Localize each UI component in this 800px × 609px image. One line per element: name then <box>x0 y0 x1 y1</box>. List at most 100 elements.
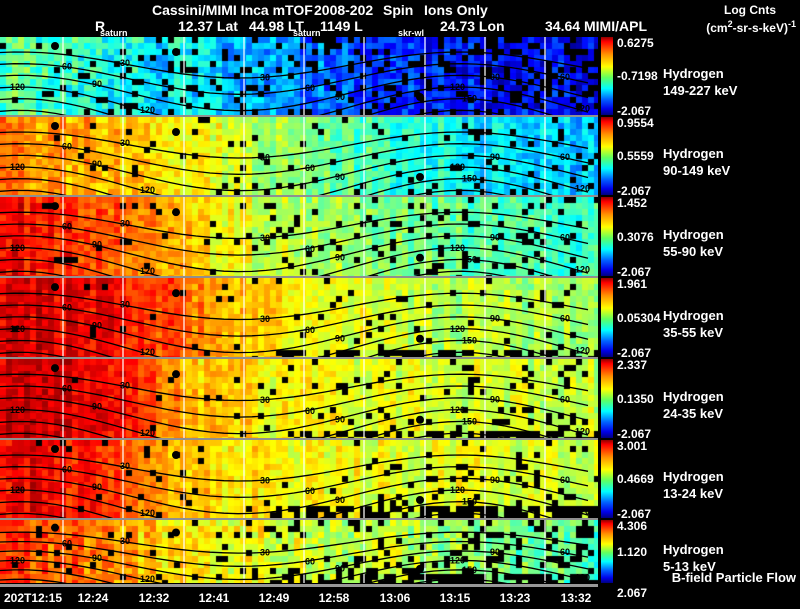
ions-only-label: Ions Only <box>424 2 488 18</box>
contour-label: 60 <box>305 163 315 173</box>
contour-label: 90 <box>490 475 500 485</box>
marker-dot <box>172 48 180 56</box>
panel-separator <box>0 438 598 440</box>
contour-label: 60 <box>305 244 315 254</box>
contour-label: 120 <box>575 573 590 583</box>
contour-label: 60 <box>305 83 315 93</box>
colorbar-bottom-value: -2.067 <box>617 265 652 279</box>
units-part: -sr-s-keV) <box>732 21 788 35</box>
contour-label: 90 <box>490 232 500 242</box>
energy-label: 13-24 keV <box>663 486 723 501</box>
page-title: Cassini/MIMI Inca mTOF <box>152 2 313 18</box>
contour-label: 60 <box>560 232 570 242</box>
species-label: Hydrogen <box>663 66 724 81</box>
panel-separator <box>0 195 598 197</box>
contour-label: 60 <box>62 61 72 71</box>
time-axis-bar <box>0 584 598 587</box>
panel-6: 30 30 60 60 60 90 90 90 120 120 120 120 150 3.001 0.46… <box>0 439 800 521</box>
contour-label: 120 <box>450 485 465 495</box>
marker-dot <box>51 42 59 50</box>
energy-label: 55-90 keV <box>663 244 723 259</box>
colorbar-3 <box>601 197 613 276</box>
lt-value: 44.98 LT <box>249 18 304 34</box>
contour-label: 120 <box>575 426 590 436</box>
contour-label: 120 <box>450 162 465 172</box>
contour-label: 150 <box>462 416 477 426</box>
contour-label: 120 <box>10 82 25 92</box>
colorbar-mid-value: 1.120 <box>617 545 648 559</box>
time-tick-label: 12:32 <box>138 591 170 605</box>
colorbar-2 <box>601 117 613 195</box>
colorbar-top-value: 3.001 <box>617 439 648 453</box>
marker-dot <box>416 334 424 343</box>
contour-label: 30 <box>260 152 270 162</box>
panel-5: 30 30 60 60 60 90 90 90 120 120 120 120 150 2.337 0.13… <box>0 358 800 441</box>
time-tick-label: 12:49 <box>258 591 290 605</box>
species-label: Hydrogen <box>663 389 724 404</box>
contour-label: 120 <box>450 556 465 566</box>
contour-label: 60 <box>560 394 570 404</box>
species-label: Hydrogen <box>663 542 724 557</box>
colorbar-mid-value: 0.4669 <box>617 472 654 486</box>
contour-label: 120 <box>450 82 465 92</box>
contour-label: 150 <box>462 335 477 345</box>
contour-label: 30 <box>260 548 270 558</box>
colorbar-top-value: 4.306 <box>617 519 648 533</box>
marker-dot <box>172 451 180 459</box>
marker-dot <box>416 564 424 573</box>
lshell-value: 1149 L <box>320 18 363 34</box>
log-cnts-label: Log Cnts <box>724 3 776 17</box>
units-label: (cm2-sr-s-keV)-1 <box>686 18 796 34</box>
panel-separator <box>0 357 598 359</box>
credit-label: MIMI/APL <box>584 18 647 34</box>
marker-skr-wl: skr-wl <box>398 28 425 38</box>
contour-label: 90 <box>92 401 102 411</box>
lat-value: 12.37 Lat <box>178 18 238 34</box>
time-tick-label: 13:06 <box>379 591 411 605</box>
contour-label: 120 <box>140 185 155 195</box>
marker-dot <box>51 283 59 292</box>
contour-label: 120 <box>575 506 590 516</box>
contour-label: 120 <box>450 243 465 253</box>
marker-dot <box>51 202 59 211</box>
contour-label: 120 <box>140 574 155 583</box>
panel-separator <box>0 276 598 278</box>
contour-label: 90 <box>335 253 345 263</box>
time-tick-label: 13:32 <box>560 591 592 605</box>
contour-label: 150 <box>462 254 477 264</box>
marker-dot <box>416 253 424 262</box>
contour-label: 150 <box>462 174 477 184</box>
contour-label: 120 <box>10 162 25 172</box>
contour-label: 30 <box>120 380 130 390</box>
contour-label: 90 <box>335 563 345 573</box>
contour-label: 60 <box>62 141 72 151</box>
contour-label: 30 <box>260 233 270 243</box>
colorbar-mid-value: 0.3076 <box>617 230 654 244</box>
contour-label: 90 <box>92 482 102 492</box>
species-label: Hydrogen <box>663 227 724 242</box>
colorbar-top-value: 0.9554 <box>617 116 654 130</box>
species-label: Hydrogen <box>663 469 724 484</box>
marker-dot <box>51 445 59 453</box>
energy-label: 5-13 keV <box>663 559 716 574</box>
contour-label: 90 <box>92 320 102 330</box>
marker-dot <box>416 496 424 504</box>
field-value: 34.64 <box>545 18 581 34</box>
marker-dot <box>51 523 59 532</box>
time-tick-label: 12:58 <box>318 591 350 605</box>
colorbar-4 <box>601 278 613 357</box>
energy-label: 24-35 keV <box>663 406 723 421</box>
marker-dot <box>51 122 59 130</box>
contour-overlay-1: 30 30 60 60 60 90 90 90 120 120 120 120 150 <box>0 37 590 115</box>
contour-label: 30 <box>120 58 130 68</box>
marker-dot <box>51 364 59 373</box>
contour-label: 90 <box>490 547 500 557</box>
contour-label: 90 <box>92 159 102 169</box>
contour-label: 30 <box>120 138 130 148</box>
panel-1: 30 30 60 60 60 90 90 90 120 120 120 120 150 0.6275 -0.… <box>0 36 800 118</box>
contour-label: 150 <box>462 497 477 507</box>
contour-overlay-2: 30 30 60 60 60 90 90 90 120 120 120 120 150 <box>0 117 590 195</box>
